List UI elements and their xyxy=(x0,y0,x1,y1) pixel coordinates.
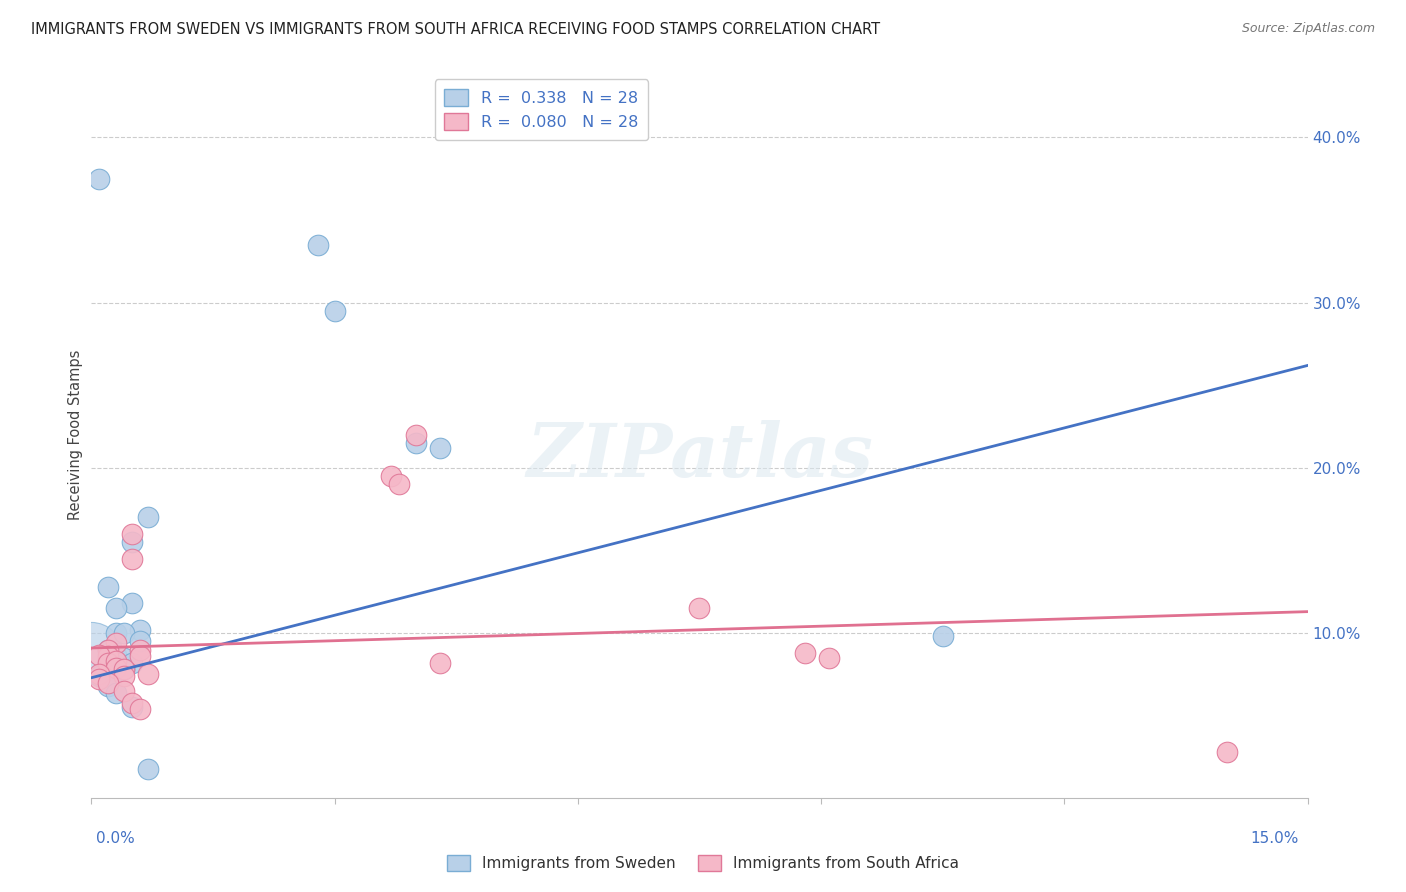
Point xyxy=(89,667,111,681)
Point xyxy=(97,580,120,594)
Point xyxy=(89,673,111,687)
Point xyxy=(405,427,427,442)
Point xyxy=(136,510,159,524)
Point xyxy=(104,648,127,662)
Point xyxy=(104,659,127,673)
Point xyxy=(129,623,152,637)
Point xyxy=(97,675,120,690)
Point xyxy=(104,636,127,650)
Point xyxy=(112,651,135,665)
Legend: Immigrants from Sweden, Immigrants from South Africa: Immigrants from Sweden, Immigrants from … xyxy=(440,849,966,877)
Point xyxy=(121,535,143,549)
Point xyxy=(818,651,841,665)
Point xyxy=(112,626,135,640)
Point xyxy=(104,626,127,640)
Point xyxy=(380,469,402,483)
Point xyxy=(1215,745,1237,759)
Point xyxy=(104,661,127,675)
Text: 15.0%: 15.0% xyxy=(1251,831,1299,847)
Point xyxy=(129,642,152,657)
Point xyxy=(89,171,111,186)
Point xyxy=(136,762,159,776)
Text: ZIPatlas: ZIPatlas xyxy=(526,420,873,493)
Legend: R =  0.338   N = 28, R =  0.080   N = 28: R = 0.338 N = 28, R = 0.080 N = 28 xyxy=(434,79,648,140)
Point xyxy=(80,646,103,660)
Point xyxy=(307,237,329,252)
Point xyxy=(129,649,152,664)
Point xyxy=(104,654,127,668)
Y-axis label: Receiving Food Stamps: Receiving Food Stamps xyxy=(67,350,83,520)
Point xyxy=(104,664,127,678)
Point xyxy=(89,648,111,662)
Point xyxy=(121,596,143,610)
Point xyxy=(429,656,451,670)
Point xyxy=(97,656,120,670)
Text: IMMIGRANTS FROM SWEDEN VS IMMIGRANTS FROM SOUTH AFRICA RECEIVING FOOD STAMPS COR: IMMIGRANTS FROM SWEDEN VS IMMIGRANTS FRO… xyxy=(31,22,880,37)
Point xyxy=(112,669,135,683)
Point xyxy=(104,685,127,699)
Point xyxy=(89,669,111,683)
Point xyxy=(688,601,710,615)
Text: 0.0%: 0.0% xyxy=(96,831,135,847)
Point xyxy=(429,441,451,455)
Point xyxy=(112,684,135,698)
Point xyxy=(931,629,953,643)
Point xyxy=(136,667,159,681)
Point xyxy=(121,527,143,541)
Point xyxy=(104,601,127,615)
Point xyxy=(388,477,411,491)
Point xyxy=(323,304,346,318)
Point xyxy=(121,700,143,714)
Point xyxy=(405,436,427,450)
Point xyxy=(97,642,120,657)
Point xyxy=(97,642,120,657)
Point xyxy=(97,649,120,664)
Text: Source: ZipAtlas.com: Source: ZipAtlas.com xyxy=(1241,22,1375,36)
Point xyxy=(112,663,135,677)
Point xyxy=(121,551,143,566)
Point xyxy=(97,679,120,693)
Point xyxy=(97,654,120,668)
Point xyxy=(121,696,143,710)
Point xyxy=(793,646,815,660)
Point xyxy=(129,702,152,716)
Point xyxy=(112,663,135,677)
Point xyxy=(129,634,152,648)
Point xyxy=(121,656,143,670)
